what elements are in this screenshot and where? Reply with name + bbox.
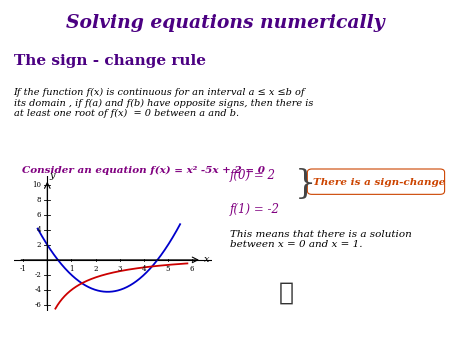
Text: ⎴: ⎴ bbox=[278, 280, 293, 305]
Text: If the function f(x) is continuous for an interval a ≤ x ≤b of
its domain , if f: If the function f(x) is continuous for a… bbox=[14, 88, 313, 118]
Text: 5: 5 bbox=[166, 265, 170, 273]
Text: f(1) = -2: f(1) = -2 bbox=[230, 203, 279, 216]
Text: The sign - change rule: The sign - change rule bbox=[14, 54, 206, 68]
Text: -2: -2 bbox=[34, 271, 41, 279]
Text: 10: 10 bbox=[32, 181, 41, 189]
Text: 6: 6 bbox=[37, 211, 41, 219]
Text: -1: -1 bbox=[20, 265, 27, 273]
Text: 2: 2 bbox=[93, 265, 98, 273]
Text: f(0) = 2: f(0) = 2 bbox=[230, 169, 275, 182]
Text: Solving equations numerically: Solving equations numerically bbox=[66, 14, 384, 31]
Text: There is a sign-change: There is a sign-change bbox=[313, 178, 445, 187]
Text: 4: 4 bbox=[142, 265, 146, 273]
Text: This means that there is a solution
between x = 0 and x = 1.: This means that there is a solution betw… bbox=[230, 230, 411, 249]
Text: y: y bbox=[49, 171, 54, 180]
Text: 4: 4 bbox=[37, 226, 41, 234]
Text: 8: 8 bbox=[37, 196, 41, 204]
Text: 6: 6 bbox=[190, 265, 194, 273]
Text: 3: 3 bbox=[117, 265, 122, 273]
Text: 2: 2 bbox=[37, 241, 41, 249]
Text: }: } bbox=[295, 168, 316, 200]
Text: -4: -4 bbox=[34, 286, 41, 294]
Text: -6: -6 bbox=[34, 301, 41, 309]
Text: Consider an equation f(x) = x² -5x + 2 = 0: Consider an equation f(x) = x² -5x + 2 =… bbox=[22, 166, 266, 175]
Text: x: x bbox=[204, 256, 210, 264]
Text: 1: 1 bbox=[69, 265, 74, 273]
